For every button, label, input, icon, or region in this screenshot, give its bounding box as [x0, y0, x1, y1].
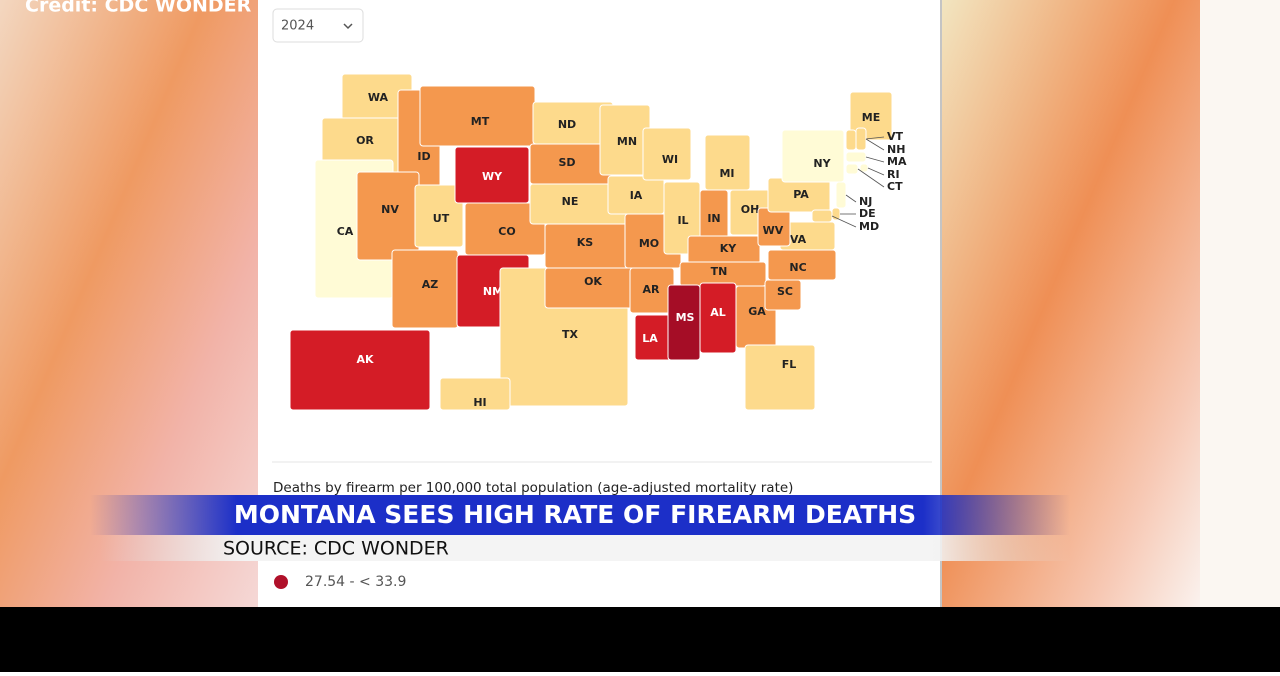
- state-label: KS: [577, 236, 594, 249]
- state-label: CO: [498, 225, 515, 238]
- state-label: IA: [630, 189, 643, 202]
- legend-label: 27.54 - < 33.9: [305, 574, 406, 590]
- year-dropdown[interactable]: [272, 8, 364, 43]
- state-label: MT: [471, 115, 490, 128]
- state: [781, 129, 845, 183]
- state-label: OK: [584, 275, 602, 288]
- state-label: SC: [777, 285, 793, 298]
- state-label: VT: [887, 130, 904, 143]
- headline: MONTANA SEES HIGH RATE OF FIREARM DEATHS: [234, 500, 916, 529]
- state-label: CA: [337, 225, 354, 238]
- headline-bar: [90, 495, 1070, 535]
- state-label: UT: [433, 212, 450, 225]
- state-label: WA: [368, 91, 389, 104]
- state-label: IN: [707, 212, 720, 225]
- state-label: AL: [710, 306, 726, 319]
- state: [845, 163, 859, 175]
- state-label: NE: [562, 195, 579, 208]
- state-label: OH: [741, 203, 760, 216]
- state-label: TX: [562, 328, 579, 341]
- state: [642, 127, 692, 181]
- state-label: ND: [558, 118, 576, 131]
- state-label: NM: [483, 285, 503, 298]
- state: [845, 129, 857, 151]
- state-label: NV: [381, 203, 399, 216]
- legend-title: Deaths by firearm per 100,000 total popu…: [273, 480, 793, 496]
- state-label: DE: [859, 207, 876, 220]
- state-label: MI: [719, 167, 734, 180]
- state-label: NH: [887, 143, 905, 156]
- state-label: LA: [642, 332, 658, 345]
- letterbox: [0, 607, 1280, 672]
- state-label: TN: [711, 265, 728, 278]
- state-label: AZ: [422, 278, 439, 291]
- source: SOURCE: CDC WONDER: [223, 538, 449, 560]
- chevron: [343, 23, 353, 30]
- state: [855, 127, 867, 151]
- state-label: WV: [763, 224, 784, 237]
- state: [356, 171, 420, 261]
- state-label: NJ: [859, 195, 872, 208]
- state: [439, 377, 511, 411]
- state-label: MN: [617, 135, 637, 148]
- map: WA OR CA ID MT NV UT AZ WY CO NM ND SD NE TX KS OK MN IA MO…: [289, 73, 907, 411]
- state-label: FL: [782, 358, 797, 371]
- state-label: AK: [356, 353, 374, 366]
- state-label: ME: [862, 111, 880, 124]
- state: [835, 181, 847, 209]
- credit: Credit: CDC WONDER: [25, 0, 252, 17]
- legend-swatch: [274, 575, 288, 589]
- leader-line: [865, 156, 885, 163]
- source-bar: [100, 535, 1070, 561]
- state-label: NC: [789, 261, 806, 274]
- leader-line: [857, 168, 885, 188]
- state: [845, 151, 867, 163]
- state-label: MS: [676, 311, 695, 324]
- state: [704, 134, 751, 191]
- state-label: RI: [887, 168, 900, 181]
- state-label: GA: [748, 305, 766, 318]
- state-label: PA: [793, 188, 809, 201]
- state-label: OR: [356, 134, 374, 147]
- legend: 27.54 - < 33.9: [274, 574, 406, 590]
- state-label: SD: [558, 156, 575, 169]
- state: [289, 329, 431, 411]
- state-label: ID: [417, 150, 430, 163]
- state-label: NY: [813, 157, 831, 170]
- state-label: VA: [790, 233, 807, 246]
- state: [744, 344, 816, 411]
- state-label: CT: [887, 180, 903, 193]
- state: [414, 184, 464, 248]
- state-label: MD: [859, 220, 879, 233]
- state: [811, 209, 833, 223]
- leader-line: [845, 194, 857, 203]
- state-label: AR: [643, 283, 661, 296]
- leader-line: [867, 167, 885, 176]
- year-value: 2024: [281, 19, 314, 34]
- leader-line: [831, 215, 857, 228]
- state-label: IL: [677, 214, 688, 227]
- state-label: MA: [887, 155, 907, 168]
- state-label: MO: [639, 237, 659, 250]
- state-label: KY: [720, 242, 738, 255]
- state-label: WY: [482, 170, 503, 183]
- state-label: WI: [662, 153, 678, 166]
- leader-line: [865, 138, 885, 151]
- state-label: HI: [473, 396, 486, 409]
